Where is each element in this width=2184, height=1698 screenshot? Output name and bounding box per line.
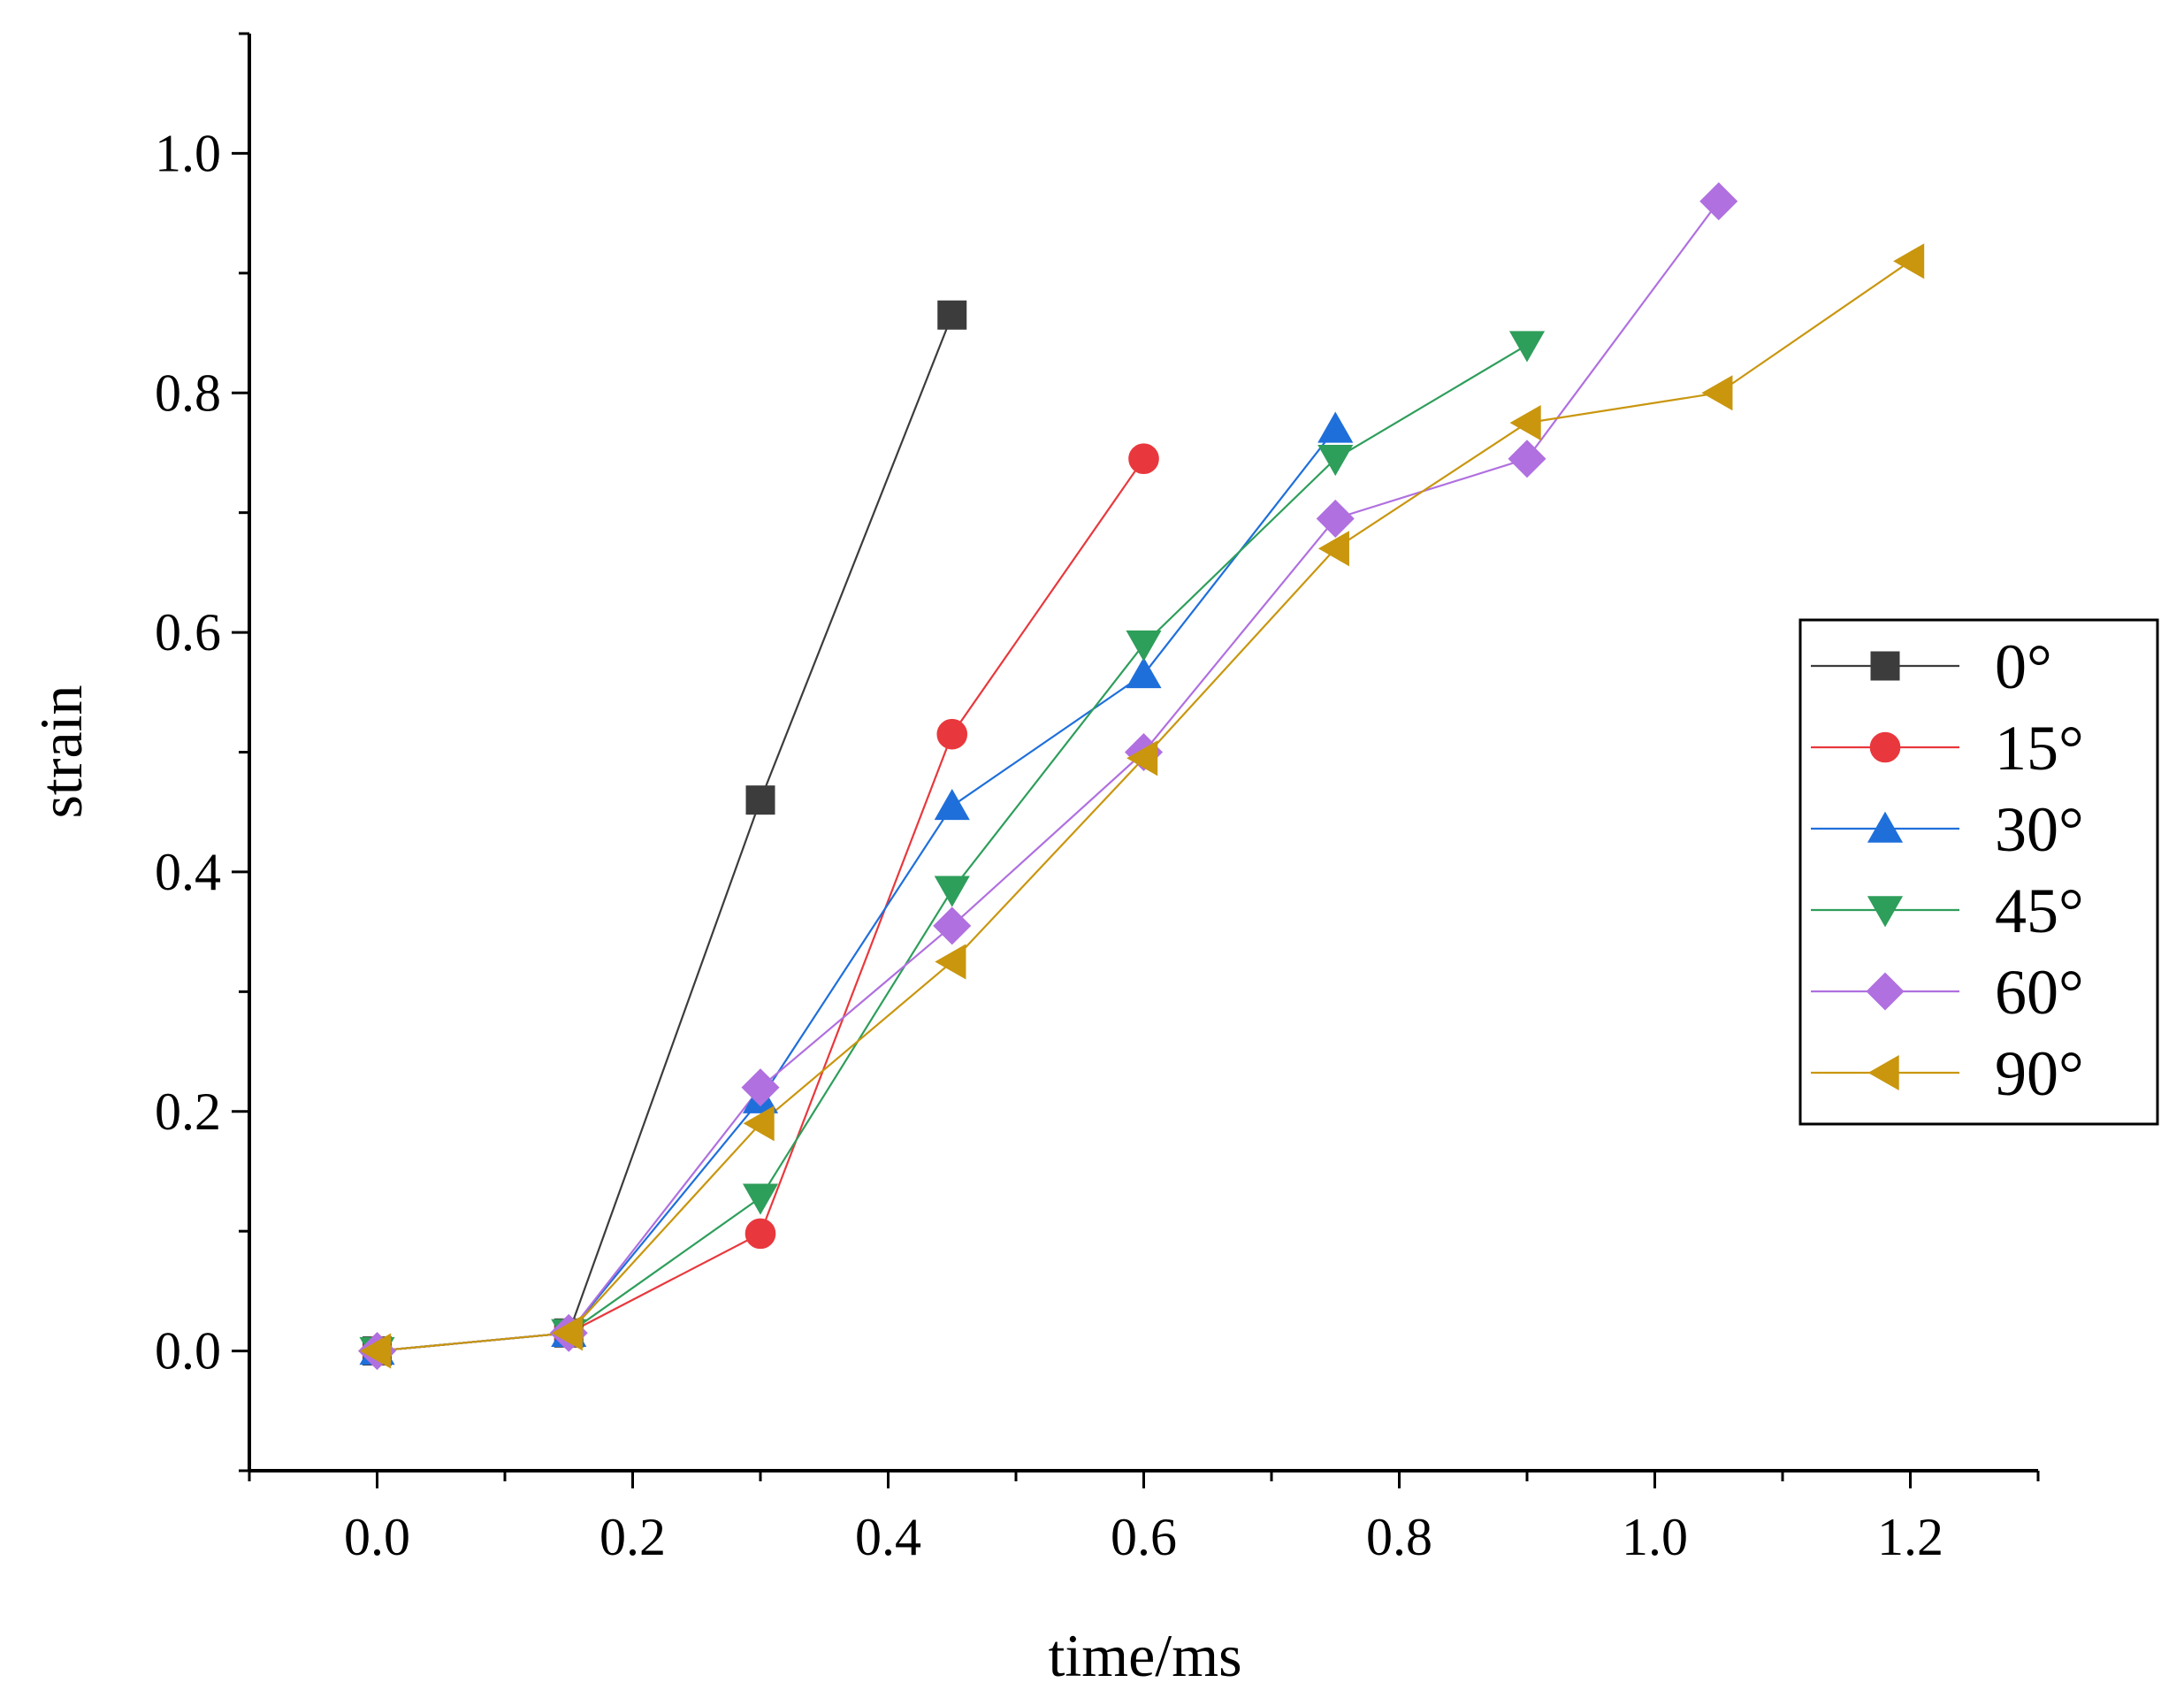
series-line-2 — [377, 428, 1337, 1352]
series-lines — [377, 200, 1912, 1352]
y-tick-label: 0.8 — [155, 363, 221, 422]
series-line-0 — [377, 314, 953, 1352]
y-tick-label: 0.0 — [155, 1322, 221, 1381]
legend-marker-4 — [1866, 972, 1905, 1011]
data-point-s5-p4 — [1126, 740, 1158, 776]
series-line-3 — [377, 344, 1528, 1352]
x-tick-label: 0.2 — [599, 1508, 666, 1566]
x-tick-label: 0.6 — [1111, 1508, 1177, 1566]
series-markers — [357, 182, 1925, 1371]
y-tick-label: 0.6 — [155, 603, 221, 662]
legend-label-1: 15° — [1995, 713, 2084, 784]
legend-box — [1798, 618, 2159, 1126]
data-point-s4-p7 — [1699, 182, 1738, 221]
data-point-s5-p7 — [1701, 375, 1733, 411]
data-point-s5-p1 — [551, 1315, 583, 1351]
legend-marker-5 — [1867, 1054, 1899, 1091]
data-point-s3-p3 — [934, 876, 970, 907]
data-point-s1-p2 — [745, 1218, 776, 1250]
series-line-4 — [377, 200, 1720, 1352]
legend-marker-2 — [1867, 811, 1904, 843]
legend: 0° 15° 30° 45° 60° 90° — [1798, 618, 2159, 1126]
legend-label-4: 60° — [1995, 957, 2084, 1028]
legend-label-0: 0° — [1995, 631, 2052, 702]
legend-marker-1 — [1869, 731, 1901, 763]
series-line-5 — [377, 260, 1912, 1352]
data-point-s0-p2 — [745, 785, 775, 815]
data-point-s3-p5 — [1317, 445, 1354, 477]
data-point-s2-p3 — [934, 789, 970, 821]
data-point-s5-p0 — [360, 1333, 392, 1369]
y-tick-label: 0.4 — [155, 843, 221, 901]
x-tick-label: 1.0 — [1622, 1508, 1688, 1566]
data-point-s3-p2 — [742, 1183, 779, 1215]
x-axis-title: time/ms — [1048, 1622, 1241, 1689]
data-point-s1-p3 — [936, 718, 968, 750]
legend-marker-0 — [1870, 651, 1900, 681]
data-point-s1-p4 — [1128, 443, 1159, 475]
data-point-s5-p6 — [1509, 405, 1541, 441]
series-line-1 — [377, 458, 1145, 1352]
legend-label-3: 45° — [1995, 876, 2084, 946]
data-point-s3-p4 — [1126, 630, 1162, 662]
x-tick-label: 0.8 — [1366, 1508, 1432, 1566]
data-point-s5-p5 — [1317, 531, 1349, 567]
legend-marker-3 — [1867, 896, 1904, 928]
y-axis-title: strain — [27, 685, 95, 818]
data-point-s5-p8 — [1893, 243, 1925, 279]
axes: 0.0 0.2 0.4 0.6 0.8 1.0 0.0 0.2 0.4 0.6 0.8 1.0 1.2 — [155, 32, 2040, 1566]
data-point-s4-p2 — [741, 1068, 780, 1107]
legend-label-2: 30° — [1995, 794, 2084, 865]
data-point-s3-p6 — [1508, 331, 1546, 363]
data-point-s4-p3 — [933, 906, 972, 945]
y-tick-label: 1.0 — [155, 124, 221, 182]
data-point-s4-p6 — [1508, 440, 1546, 478]
data-point-s2-p5 — [1317, 411, 1354, 443]
data-point-s5-p3 — [935, 944, 966, 980]
data-point-s0-p3 — [937, 300, 967, 330]
data-point-s4-p5 — [1316, 499, 1355, 538]
x-tick-label: 0.4 — [855, 1508, 921, 1566]
data-point-s2-p4 — [1126, 657, 1162, 689]
y-tick-label: 0.2 — [155, 1082, 221, 1141]
x-tick-label: 1.2 — [1877, 1508, 1943, 1566]
x-tick-label: 0.0 — [344, 1508, 410, 1566]
data-point-s5-p2 — [743, 1105, 775, 1142]
legend-label-5: 90° — [1995, 1038, 2084, 1109]
